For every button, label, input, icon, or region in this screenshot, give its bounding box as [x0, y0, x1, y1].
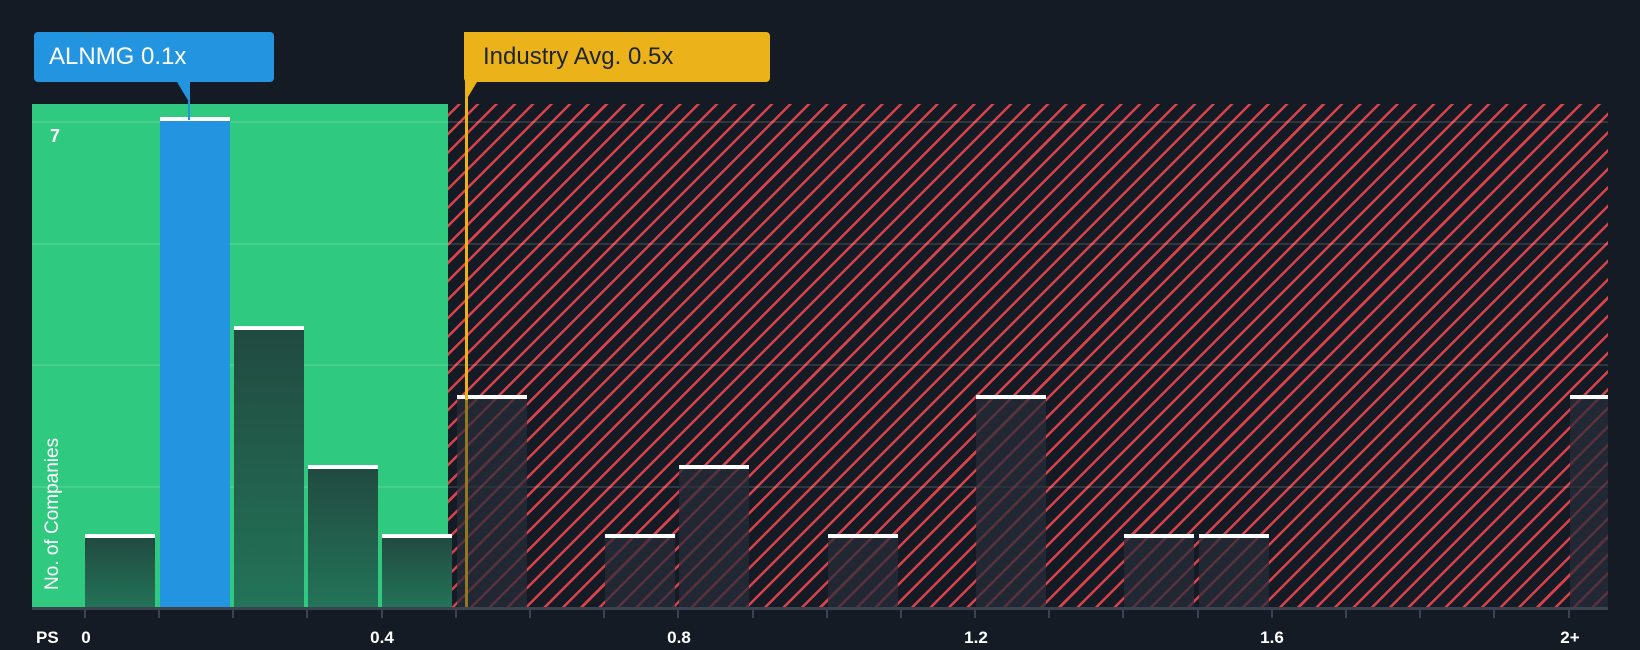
bar-cap [976, 395, 1046, 399]
x-tick [900, 609, 902, 618]
industry-average-line [465, 80, 468, 608]
bar-cap [679, 465, 749, 469]
bar-0.7-0.8[interactable] [605, 534, 675, 608]
x-tick-label: 0.4 [370, 628, 394, 647]
x-tick [1493, 609, 1495, 618]
industry-average-line-overlap [465, 400, 468, 608]
company-callout: ALNMG 0.1x [34, 32, 274, 82]
bar-cap [85, 534, 155, 538]
x-tick [232, 609, 234, 618]
x-tick [974, 609, 976, 618]
x-tick [381, 609, 383, 618]
industry-average-callout: Industry Avg. 0.5x [464, 32, 770, 82]
x-tick [752, 609, 754, 618]
x-axis-line [32, 607, 1608, 610]
x-tick [529, 609, 531, 618]
company-callout-stem [188, 82, 190, 120]
bar-cap [1199, 534, 1269, 538]
gridline [32, 243, 1608, 245]
x-tick-label: 0 [81, 628, 91, 647]
x-tick [1048, 609, 1050, 618]
y-tick-label-max: 7 [50, 126, 61, 146]
x-tick-label: 1.6 [1260, 628, 1284, 647]
bar-0.8-0.9[interactable] [679, 465, 749, 608]
bar-cap [828, 534, 898, 538]
x-tick [1122, 609, 1124, 618]
x-tick [1568, 609, 1570, 618]
bar-1.2-1.3[interactable] [976, 395, 1046, 608]
bar-0.3-0.4[interactable] [308, 465, 378, 608]
x-tick [84, 609, 86, 618]
bar-cap [605, 534, 675, 538]
x-tick [306, 609, 308, 618]
gridline [32, 486, 1608, 488]
bar-0.2-0.3[interactable] [234, 326, 304, 608]
bar-0.5-0.6[interactable] [457, 395, 527, 608]
bar-1.4-1.5[interactable] [1124, 534, 1194, 608]
x-tick-label: 2+ [1560, 628, 1580, 647]
bar-cap [457, 395, 527, 399]
industry-callout-pointer [465, 82, 477, 102]
x-tick-label: 1.2 [964, 628, 988, 647]
x-tick [1419, 609, 1421, 618]
bar-0-0.1[interactable] [85, 534, 155, 608]
x-tick [158, 609, 160, 618]
company-callout-pointer [177, 82, 189, 102]
overvalued-zone [448, 104, 1608, 608]
bar-cap [308, 465, 378, 469]
gridline [32, 364, 1608, 366]
bar-cap [382, 534, 452, 538]
x-tick-label: 0.8 [667, 628, 691, 647]
bar-cap [160, 117, 230, 121]
x-tick [1271, 609, 1273, 618]
x-tick [603, 609, 605, 618]
x-tick [1197, 609, 1199, 618]
x-tick [455, 609, 457, 618]
chart-plot-area [32, 104, 1608, 608]
bar-cap [1124, 534, 1194, 538]
bar-0.1-0.2-company[interactable] [160, 117, 230, 608]
bar-cap [1570, 395, 1608, 399]
gridline [32, 121, 1608, 123]
bar-cap [234, 326, 304, 330]
bar-1.0-1.1[interactable] [828, 534, 898, 608]
bar-0.4-0.5[interactable] [382, 534, 452, 608]
y-axis-label: No. of Companies [42, 437, 63, 590]
x-tick [677, 609, 679, 618]
bar-1.5-1.6[interactable] [1199, 534, 1269, 608]
x-tick [1345, 609, 1347, 618]
x-tick [826, 609, 828, 618]
x-axis-name: PS [36, 628, 59, 647]
bar-2plus[interactable] [1570, 395, 1608, 608]
